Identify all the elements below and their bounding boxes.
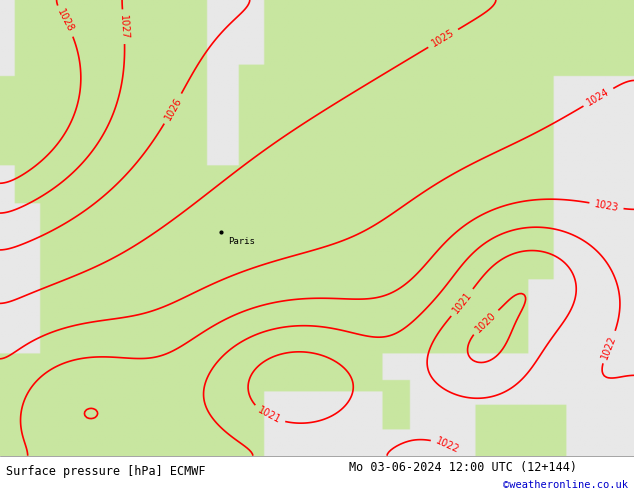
Text: Paris: Paris (228, 237, 256, 246)
Text: 1021: 1021 (256, 405, 282, 426)
Text: 1027: 1027 (118, 14, 129, 39)
Text: 1023: 1023 (593, 199, 619, 213)
Text: Surface pressure [hPa] ECMWF: Surface pressure [hPa] ECMWF (6, 465, 206, 478)
Text: 1028: 1028 (56, 8, 75, 34)
Text: Mo 03-06-2024 12:00 UTC (12+144): Mo 03-06-2024 12:00 UTC (12+144) (349, 461, 577, 474)
Text: ©weatheronline.co.uk: ©weatheronline.co.uk (503, 480, 628, 490)
Text: 1021: 1021 (451, 290, 474, 316)
Text: 1022: 1022 (600, 334, 618, 360)
Text: 1024: 1024 (585, 87, 612, 108)
Text: 1022: 1022 (434, 436, 461, 455)
Text: 1026: 1026 (162, 96, 183, 122)
Text: 1020: 1020 (473, 310, 498, 334)
Text: 1025: 1025 (430, 28, 456, 49)
